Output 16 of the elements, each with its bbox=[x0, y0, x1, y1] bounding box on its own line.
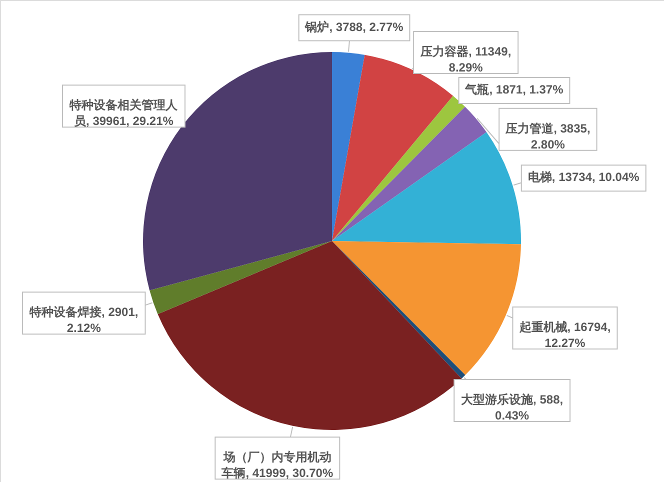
slice-label: 压力容器, 11349, 8.29% bbox=[419, 44, 512, 75]
slice-label: 场（厂）内专用机动车辆, 41999, 30.70% bbox=[220, 450, 334, 480]
pie-slice bbox=[332, 96, 466, 241]
slice-label: 电梯, 13734, 10.04% bbox=[528, 170, 640, 184]
pie-slice bbox=[150, 241, 332, 314]
pie-slice bbox=[332, 52, 365, 241]
pie-slice bbox=[332, 106, 487, 241]
slice-label: 气瓶, 1871, 1.37% bbox=[464, 82, 564, 96]
slice-label: 压力管道, 3835, 2.80% bbox=[504, 121, 590, 152]
slice-label: 起重机械, 16794, 12.27% bbox=[518, 320, 611, 350]
slice-label: 特种设备相关管理人员, 39961, 29.21% bbox=[68, 98, 179, 128]
slice-label: 大型游乐设施, 588, 0.43% bbox=[461, 392, 564, 423]
slice-label: 锅炉, 3788, 2.77% bbox=[304, 20, 404, 34]
pie-slice bbox=[158, 241, 462, 430]
slice-label: 特种设备焊接, 2901, 2.12% bbox=[28, 305, 138, 336]
pie-slice bbox=[332, 241, 521, 376]
